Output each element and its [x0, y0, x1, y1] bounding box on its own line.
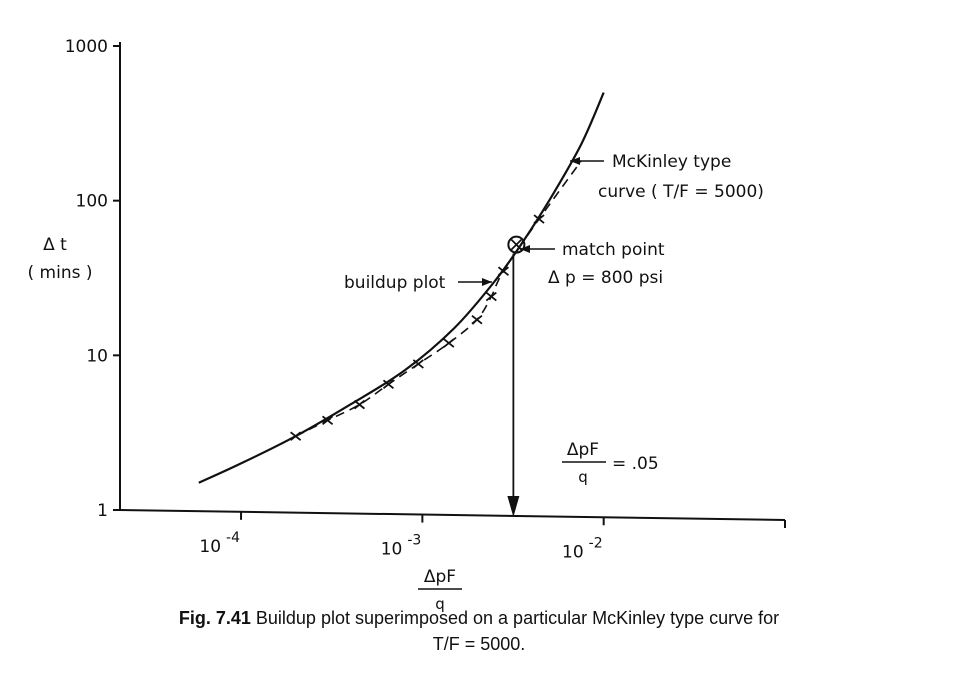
y-axis-label-units: ( mins ) — [28, 263, 93, 283]
buildup-data-point — [353, 399, 366, 410]
x-tick-label: 10 — [381, 540, 403, 560]
marker-stroke — [443, 338, 455, 348]
x-tick-label: 10 — [562, 542, 584, 562]
figure-number: Fig. 7.41 — [178, 608, 251, 628]
caption-text: Buildup plot superimposed on a particula… — [255, 608, 780, 628]
figure-caption-line-1: Fig. 7.41 Buildup plot superimposed on a… — [0, 608, 958, 629]
buildup-data-point — [533, 214, 545, 224]
figure-caption-line-2: T/F = 5000. — [432, 634, 526, 654]
mckinley-label-line-2: curve ( T/F = 5000) — [598, 182, 764, 202]
buildup-plot-label: buildup plot — [344, 273, 446, 293]
y-tick-label: 10 — [86, 346, 108, 366]
mckinley-type-curve — [198, 92, 605, 484]
match-point-cross — [510, 238, 523, 251]
mckinley-label-arrow-head — [570, 157, 580, 165]
buildup-data-point — [412, 359, 424, 369]
buildup-data-point — [382, 379, 395, 389]
buildup-data-point — [443, 338, 455, 348]
marker-stroke — [290, 431, 302, 441]
buildup-data-point — [290, 431, 302, 441]
match-point-arrowhead — [507, 495, 520, 517]
ratio-denominator: q — [578, 468, 588, 486]
x-axis-label-denominator: q — [435, 595, 445, 613]
delta-p-label: Δ p = 800 psi — [548, 268, 663, 288]
mckinley-label-line-1: McKinley type — [612, 152, 731, 172]
buildup-data-point — [497, 266, 510, 276]
x-tick-label: 10 — [199, 537, 221, 557]
x-tick-exponent: -4 — [226, 530, 240, 546]
marker-stroke — [321, 415, 334, 426]
marker-stroke — [471, 314, 483, 325]
marker-stroke — [485, 291, 497, 302]
x-tick-exponent: -2 — [589, 535, 603, 551]
match-point-label-arrow-head — [520, 245, 530, 253]
y-tick-label: 1000 — [65, 37, 108, 57]
match-point-label: match point — [562, 240, 665, 260]
marker-stroke — [353, 399, 366, 410]
buildup-data-point — [471, 314, 483, 325]
x-axis-line — [118, 509, 786, 521]
ratio-value: = .05 — [612, 454, 659, 474]
x-axis-label-numerator: ΔpF — [424, 567, 456, 587]
marker-stroke — [497, 266, 510, 276]
buildup-plot-curve — [295, 160, 582, 437]
y-tick-label: 100 — [76, 192, 108, 212]
marker-stroke — [533, 214, 545, 224]
buildup-data-point — [321, 415, 334, 426]
match-point-marker — [507, 235, 526, 254]
buildup-data-point — [485, 291, 497, 302]
buildup-label-arrow-head — [482, 278, 492, 286]
ratio-numerator: ΔpF — [567, 440, 599, 460]
x-tick-exponent: -3 — [407, 533, 421, 549]
marker-stroke — [412, 359, 424, 369]
marker-stroke — [382, 379, 395, 389]
y-tick-label: 1 — [97, 501, 108, 521]
y-axis-label: Δ t — [43, 235, 67, 255]
